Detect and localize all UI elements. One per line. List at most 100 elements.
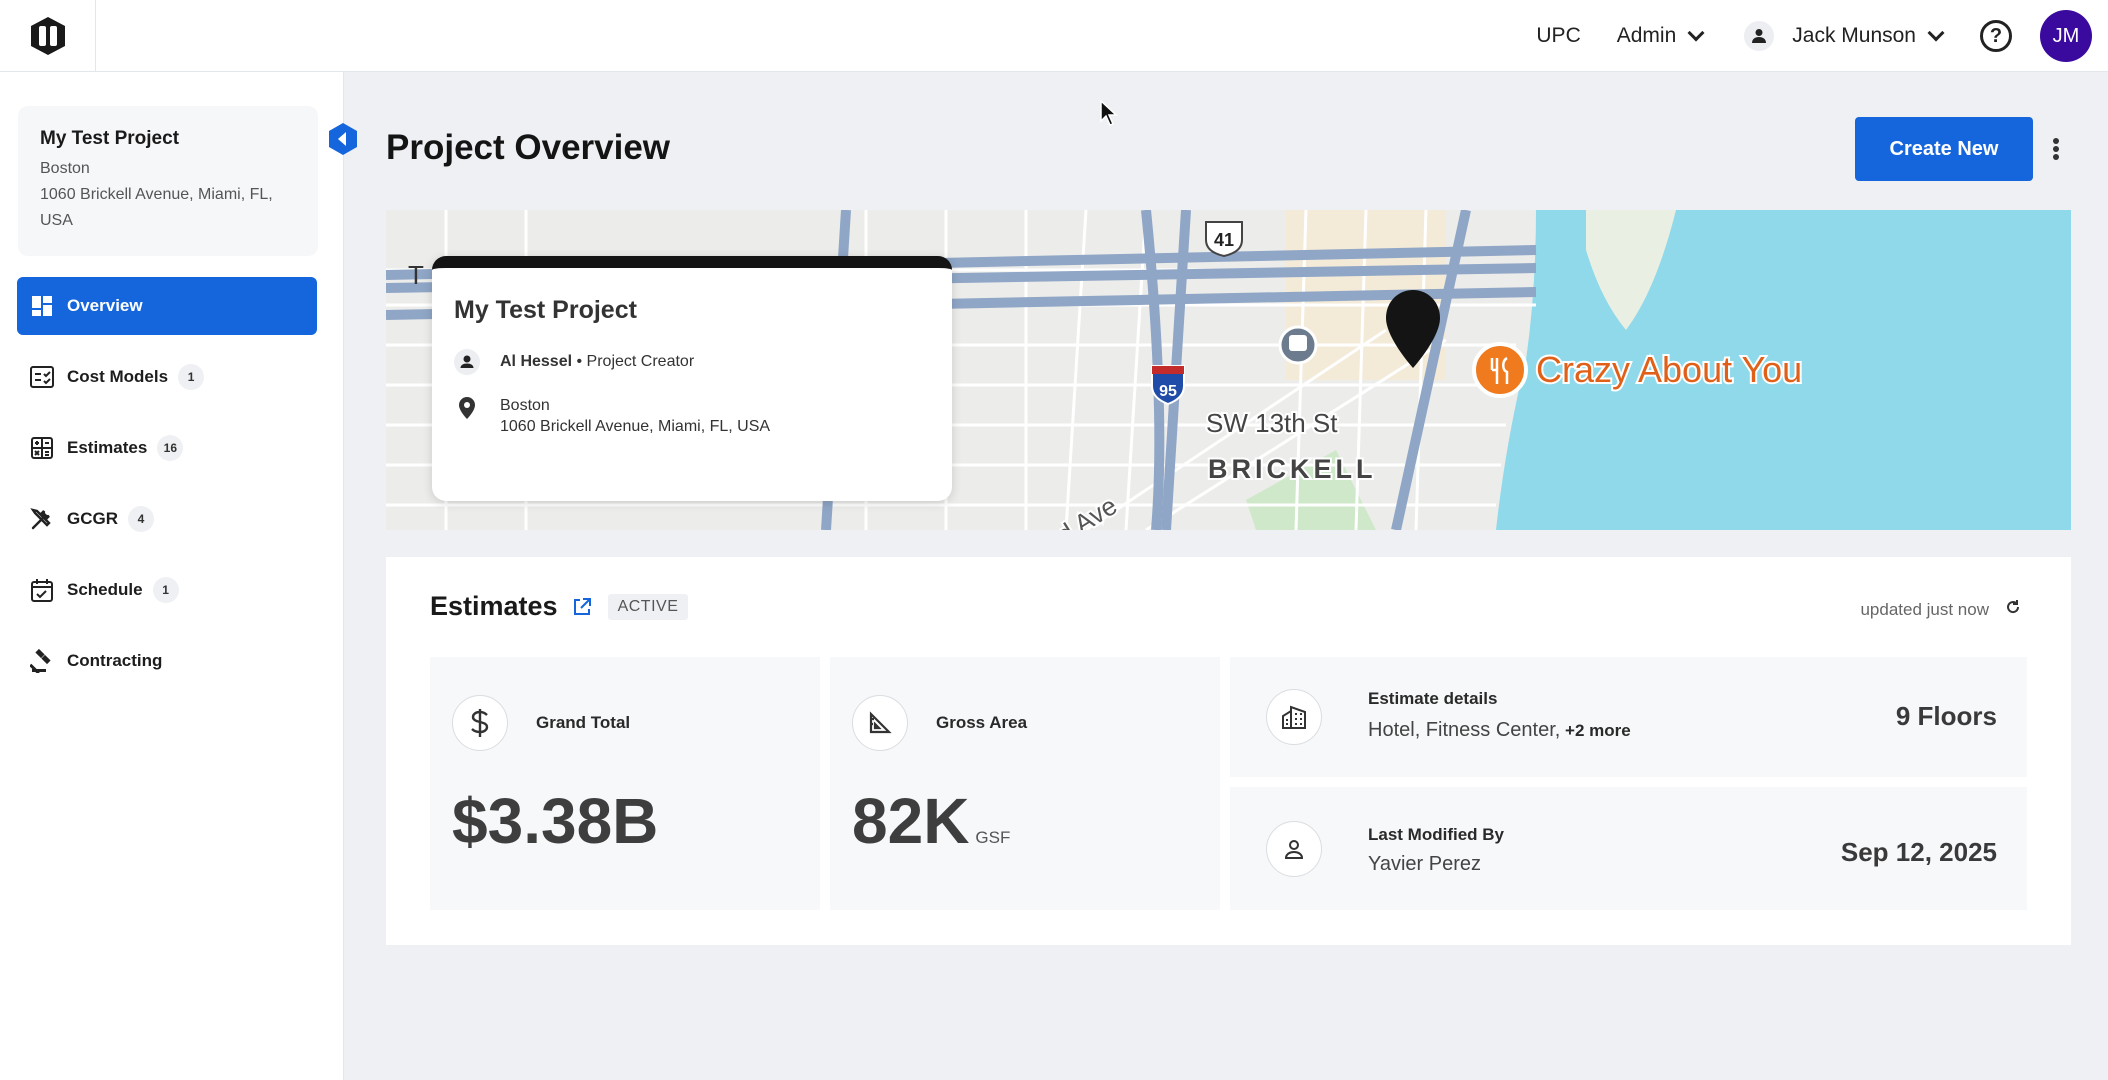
creator-role: • Project Creator (576, 353, 695, 370)
district-label: BRICKELL (1208, 454, 1377, 484)
gross-area-value: 82K (852, 785, 970, 857)
project-marker (1386, 290, 1440, 368)
avenue-label: 3rd Ave (1032, 490, 1122, 530)
poi-label: Crazy About You (1536, 349, 1802, 390)
chevron-left-icon (329, 123, 357, 155)
overview-icon (29, 293, 55, 319)
estimate-types-text: Hotel, Fitness Center, (1368, 719, 1561, 741)
floors-value: 9 Floors (1895, 701, 1997, 731)
sidebar-item-label: Overview (67, 296, 143, 315)
sidebar-item-label: Estimates (67, 438, 148, 457)
tools-icon (29, 506, 55, 532)
highway-41-label: 41 (1214, 230, 1234, 250)
street-label: SW 13th St (1206, 408, 1338, 438)
mouse-cursor-icon (1100, 100, 1118, 126)
sidebar-item-gcgr[interactable]: GCGR 4 (17, 490, 317, 548)
creator-name: Al Hessel (500, 353, 573, 370)
count-badge: 16 (157, 435, 184, 461)
estimate-details-card: Estimate details Hotel, Fitness Center, … (1230, 657, 2027, 777)
sidebar-item-schedule[interactable]: Schedule 1 (17, 561, 317, 619)
updated-status: updated just now (1860, 599, 2021, 620)
sidebar-item-label: Contracting (67, 651, 163, 670)
map-edge-label: T (408, 260, 424, 290)
estimate-types: Hotel, Fitness Center, +2 more (1368, 719, 1631, 742)
map-card-address: 1060 Brickell Avenue, Miami, FL, USA (500, 418, 771, 435)
last-modified-name: Yavier Perez (1368, 853, 1482, 875)
count-badge: 4 (128, 506, 154, 532)
updated-text: updated just now (1860, 599, 1989, 619)
sidebar: My Test Project Boston 1060 Brickell Ave… (0, 72, 357, 1080)
user-name: Jack Munson (1792, 24, 1916, 47)
page-title: Project Overview (386, 128, 671, 167)
status-badge: ACTIVE (607, 593, 689, 620)
role-label: Admin (1616, 24, 1677, 47)
project-card: My Test Project Boston 1060 Brickell Ave… (18, 106, 318, 256)
count-badge: 1 (178, 364, 205, 390)
external-link-icon[interactable] (572, 597, 592, 617)
collapse-sidebar-button[interactable] (326, 122, 360, 156)
role-dropdown[interactable]: Admin (1616, 24, 1705, 48)
location-pin-icon (454, 395, 480, 421)
refresh-icon[interactable] (2005, 599, 2021, 620)
org-switcher[interactable]: UPC (1536, 24, 1580, 48)
app-logo[interactable] (0, 0, 96, 72)
project-address: 1060 Brickell Avenue, Miami, FL, USA (40, 186, 273, 229)
sidebar-item-label: Schedule (67, 580, 143, 599)
gross-area-label: Gross Area (936, 713, 1028, 732)
more-types-link[interactable]: +2 more (1560, 721, 1631, 740)
user-icon (1744, 21, 1775, 51)
estimate-details-label: Estimate details (1368, 689, 1498, 708)
building-icon (1266, 689, 1322, 745)
estimates-icon (29, 435, 55, 461)
gross-area-value-row: 82K GSF (852, 784, 1010, 858)
last-modified-label: Last Modified By (1368, 825, 1505, 844)
help-icon[interactable]: ? (1980, 20, 2012, 52)
sidebar-item-overview[interactable]: Overview (17, 277, 317, 335)
location-row: Boston 1060 Brickell Avenue, Miami, FL, … (454, 395, 930, 437)
user-icon (454, 349, 480, 375)
project-name: My Test Project (40, 128, 180, 149)
sidebar-item-label: Cost Models (67, 367, 169, 386)
more-options-icon[interactable] (2046, 134, 2066, 164)
logo-icon (30, 17, 65, 55)
map-card-city: Boston (500, 397, 550, 414)
avatar[interactable]: JM (2040, 10, 2092, 62)
sidebar-item-contracting[interactable]: Contracting (17, 632, 317, 690)
sidebar-item-estimates[interactable]: Estimates 16 (17, 419, 317, 477)
sidebar-item-cost-models[interactable]: Cost Models 1 (17, 348, 317, 406)
gross-area-unit: GSF (975, 828, 1011, 847)
highway-95-shield: 95 (1151, 365, 1185, 406)
dollar-icon (452, 695, 508, 751)
highway-41-shield: 41 (1205, 221, 1243, 258)
grand-total-value: $3.38B (452, 785, 659, 857)
chevron-down-icon (1687, 24, 1705, 41)
grand-total-card: Grand Total $3.38B (430, 657, 820, 910)
creator-row: Al Hessel • Project Creator (454, 349, 930, 375)
gross-area-card: Gross Area 82K GSF (830, 657, 1220, 910)
grand-total-label: Grand Total (536, 713, 631, 732)
sidebar-nav: Overview Cost Models 1 Estimates 16 GCGR… (17, 277, 317, 703)
create-new-button[interactable]: Create New (1855, 117, 2033, 181)
estimates-panel: Estimates ACTIVE updated just now Grand … (386, 557, 2071, 945)
top-bar: UPC Admin Jack Munson ? JM (0, 0, 2108, 72)
poi-marker: Crazy About You (1472, 342, 1804, 398)
user-menu[interactable]: Jack Munson (1744, 21, 1945, 51)
person-icon (1266, 821, 1322, 877)
highway-95-label: 95 (1159, 383, 1177, 400)
estimates-header: Estimates ACTIVE (430, 591, 689, 622)
map-card-title: My Test Project (454, 296, 637, 324)
map-info-card: My Test Project Al Hessel • Project Crea… (432, 256, 952, 501)
estimates-title: Estimates (430, 591, 558, 621)
org-label: UPC (1536, 24, 1581, 47)
last-modified-date: Sep 12, 2025 (1840, 837, 1997, 867)
chevron-down-icon (1927, 24, 1945, 41)
last-modified-card: Last Modified By Yavier Perez Sep 12, 20… (1230, 787, 2027, 910)
count-badge: 1 (152, 577, 179, 603)
cost-models-icon (29, 364, 55, 390)
sidebar-item-label: GCGR (67, 509, 118, 528)
project-city: Boston (40, 160, 90, 177)
calendar-icon (29, 577, 55, 603)
top-right-controls: UPC Admin Jack Munson ? JM (1536, 0, 2092, 72)
gavel-icon (29, 648, 55, 674)
ruler-angle-icon (852, 695, 908, 751)
